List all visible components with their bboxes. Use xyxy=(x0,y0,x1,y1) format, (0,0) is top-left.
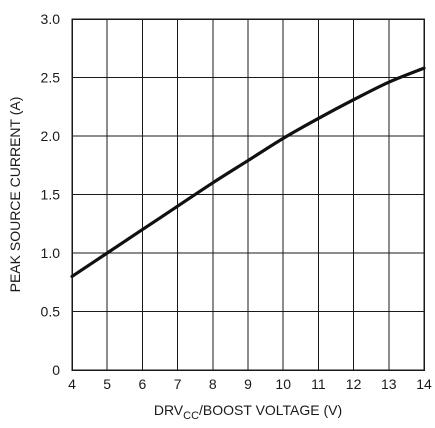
x-tick-label-0: 4 xyxy=(68,376,76,392)
series-line-0 xyxy=(70,66,426,278)
y-tick-label-4: 2.0 xyxy=(41,128,61,144)
y-tick-label-1: 0.5 xyxy=(41,304,61,320)
x-axis-label-subscript: CC xyxy=(183,410,199,422)
y-tick-label-5: 2.5 xyxy=(41,70,61,86)
x-tick-label-9: 13 xyxy=(381,376,397,392)
x-axis-label: DRVCC/BOOST VOLTAGE (V) xyxy=(154,402,342,422)
x-tick-label-6: 10 xyxy=(275,376,291,392)
y-tick-label-2: 1.0 xyxy=(41,245,61,261)
y-axis-label: PEAK SOURCE CURRENT (A) xyxy=(7,97,23,293)
y-tick-label-6: 3.0 xyxy=(41,11,61,27)
x-tick-label-5: 9 xyxy=(244,376,252,392)
y-tick-label-0: 0 xyxy=(52,362,60,378)
plot-frame xyxy=(71,18,425,371)
x-tick-label-3: 7 xyxy=(174,376,182,392)
y-tick-labels: 0 0.5 1.0 1.5 2.0 2.5 3.0 xyxy=(41,11,61,378)
series-layer xyxy=(70,66,426,278)
x-tick-label-8: 12 xyxy=(346,376,362,392)
x-axis-label-suffix: /BOOST VOLTAGE (V) xyxy=(199,402,342,418)
x-tick-label-1: 5 xyxy=(103,376,111,392)
grid xyxy=(71,18,425,371)
x-axis-label-prefix: DRV xyxy=(154,402,184,418)
x-tick-label-2: 6 xyxy=(139,376,147,392)
y-tick-label-3: 1.5 xyxy=(41,187,61,203)
x-tick-label-4: 8 xyxy=(209,376,217,392)
x-tick-labels: 4 5 6 7 8 9 10 11 12 13 14 xyxy=(68,376,432,392)
x-tick-label-7: 11 xyxy=(311,376,326,392)
x-tick-label-10: 14 xyxy=(416,376,432,392)
